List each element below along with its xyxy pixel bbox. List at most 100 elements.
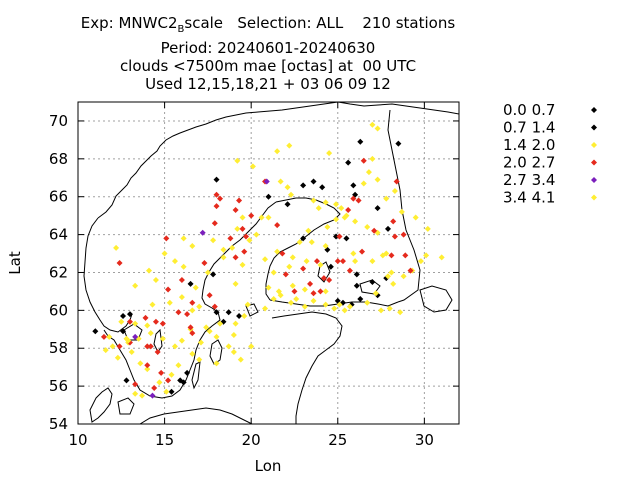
- data-point: [126, 318, 133, 325]
- data-point: [327, 263, 334, 270]
- data-point: [163, 235, 170, 242]
- data-point: [319, 184, 326, 191]
- data-point: [234, 157, 241, 164]
- data-point: [265, 193, 272, 200]
- data-point: [230, 349, 237, 356]
- data-point: [109, 343, 116, 350]
- data-point: [307, 280, 314, 287]
- data-point: [147, 330, 154, 337]
- data-point: [241, 248, 248, 255]
- data-point: [265, 214, 272, 221]
- data-point: [365, 169, 372, 176]
- data-point: [204, 269, 211, 276]
- data-point: [199, 229, 206, 236]
- data-point: [324, 224, 331, 231]
- data-point: [374, 125, 381, 132]
- axis-ticks: [77, 102, 459, 425]
- y-tick-label: 58: [49, 339, 68, 357]
- island-aland: [245, 303, 259, 317]
- data-point: [355, 197, 362, 204]
- coastline-sweden-east: [103, 201, 277, 399]
- data-point: [317, 288, 324, 295]
- data-point: [144, 343, 151, 350]
- data-point: [412, 214, 419, 221]
- data-point: [369, 278, 376, 285]
- title-selection-text: scale Selection: ALL 210 stations: [184, 14, 456, 32]
- data-point: [163, 388, 170, 395]
- data-point: [236, 197, 243, 204]
- data-point: [244, 301, 251, 308]
- data-point: [386, 305, 393, 312]
- data-point: [227, 235, 234, 242]
- data-point: [175, 362, 182, 369]
- legend-label: 2.7 3.4: [503, 171, 555, 189]
- coastline-arctic: [337, 102, 459, 115]
- data-point: [175, 309, 182, 316]
- y-tick-label: 56: [49, 377, 68, 395]
- data-point: [197, 339, 204, 346]
- data-point: [132, 381, 139, 388]
- coastline-estonia: [271, 311, 343, 424]
- data-point: [236, 313, 243, 320]
- data-point: [336, 233, 343, 240]
- data-point: [357, 295, 364, 302]
- data-point: [301, 286, 308, 293]
- data-point: [102, 347, 109, 354]
- data-point: [300, 235, 307, 242]
- lake-paijanne: [317, 261, 331, 283]
- legend-label: 3.4 4.1: [503, 189, 555, 207]
- data-points: [92, 121, 445, 399]
- island-oland: [191, 361, 201, 390]
- data-point: [237, 356, 244, 363]
- data-point: [213, 203, 220, 210]
- data-point: [123, 377, 130, 384]
- coastline-map: [83, 102, 459, 424]
- data-point: [407, 267, 414, 274]
- legend-label: 0.7 1.4: [503, 119, 555, 137]
- data-point: [203, 324, 210, 331]
- data-point: [213, 176, 220, 183]
- coastline-norway-south: [83, 217, 133, 333]
- data-point: [353, 282, 360, 289]
- data-point: [213, 333, 220, 340]
- data-point: [168, 371, 175, 378]
- data-point: [189, 307, 196, 314]
- y-tick-label: 68: [49, 150, 68, 168]
- lake-vattern: [153, 328, 163, 353]
- data-point: [178, 294, 185, 301]
- y-tick-label: 66: [49, 188, 68, 206]
- data-point: [270, 295, 277, 302]
- data-point: [333, 233, 340, 240]
- data-point: [265, 284, 272, 291]
- data-point: [106, 333, 113, 340]
- chart-title: Exp: MNWC2Bscale Selection: ALL 210 stat…: [0, 14, 536, 93]
- data-point: [262, 256, 269, 263]
- data-point: [352, 218, 359, 225]
- data-point: [326, 277, 333, 284]
- legend-marker: [591, 159, 597, 166]
- data-point: [120, 313, 127, 320]
- data-point: [166, 299, 173, 306]
- data-point: [339, 258, 346, 265]
- data-point: [395, 140, 402, 147]
- data-point: [225, 343, 232, 350]
- data-point: [310, 290, 317, 297]
- y-tick-label: 70: [49, 112, 68, 130]
- data-point: [196, 356, 203, 363]
- y-tick-label: 54: [49, 415, 68, 433]
- island-gotland: [209, 339, 223, 365]
- data-point: [374, 205, 381, 212]
- data-point: [147, 343, 154, 350]
- data-point: [293, 295, 300, 302]
- data-point: [262, 305, 269, 312]
- data-point: [338, 205, 345, 212]
- data-point: [350, 195, 357, 202]
- data-point: [239, 214, 246, 221]
- data-point: [301, 303, 308, 310]
- data-point: [180, 263, 187, 270]
- data-point: [360, 180, 367, 187]
- data-point: [114, 354, 121, 361]
- coastline-south-baltic: [139, 407, 253, 424]
- data-point: [274, 222, 281, 229]
- data-point: [270, 269, 277, 276]
